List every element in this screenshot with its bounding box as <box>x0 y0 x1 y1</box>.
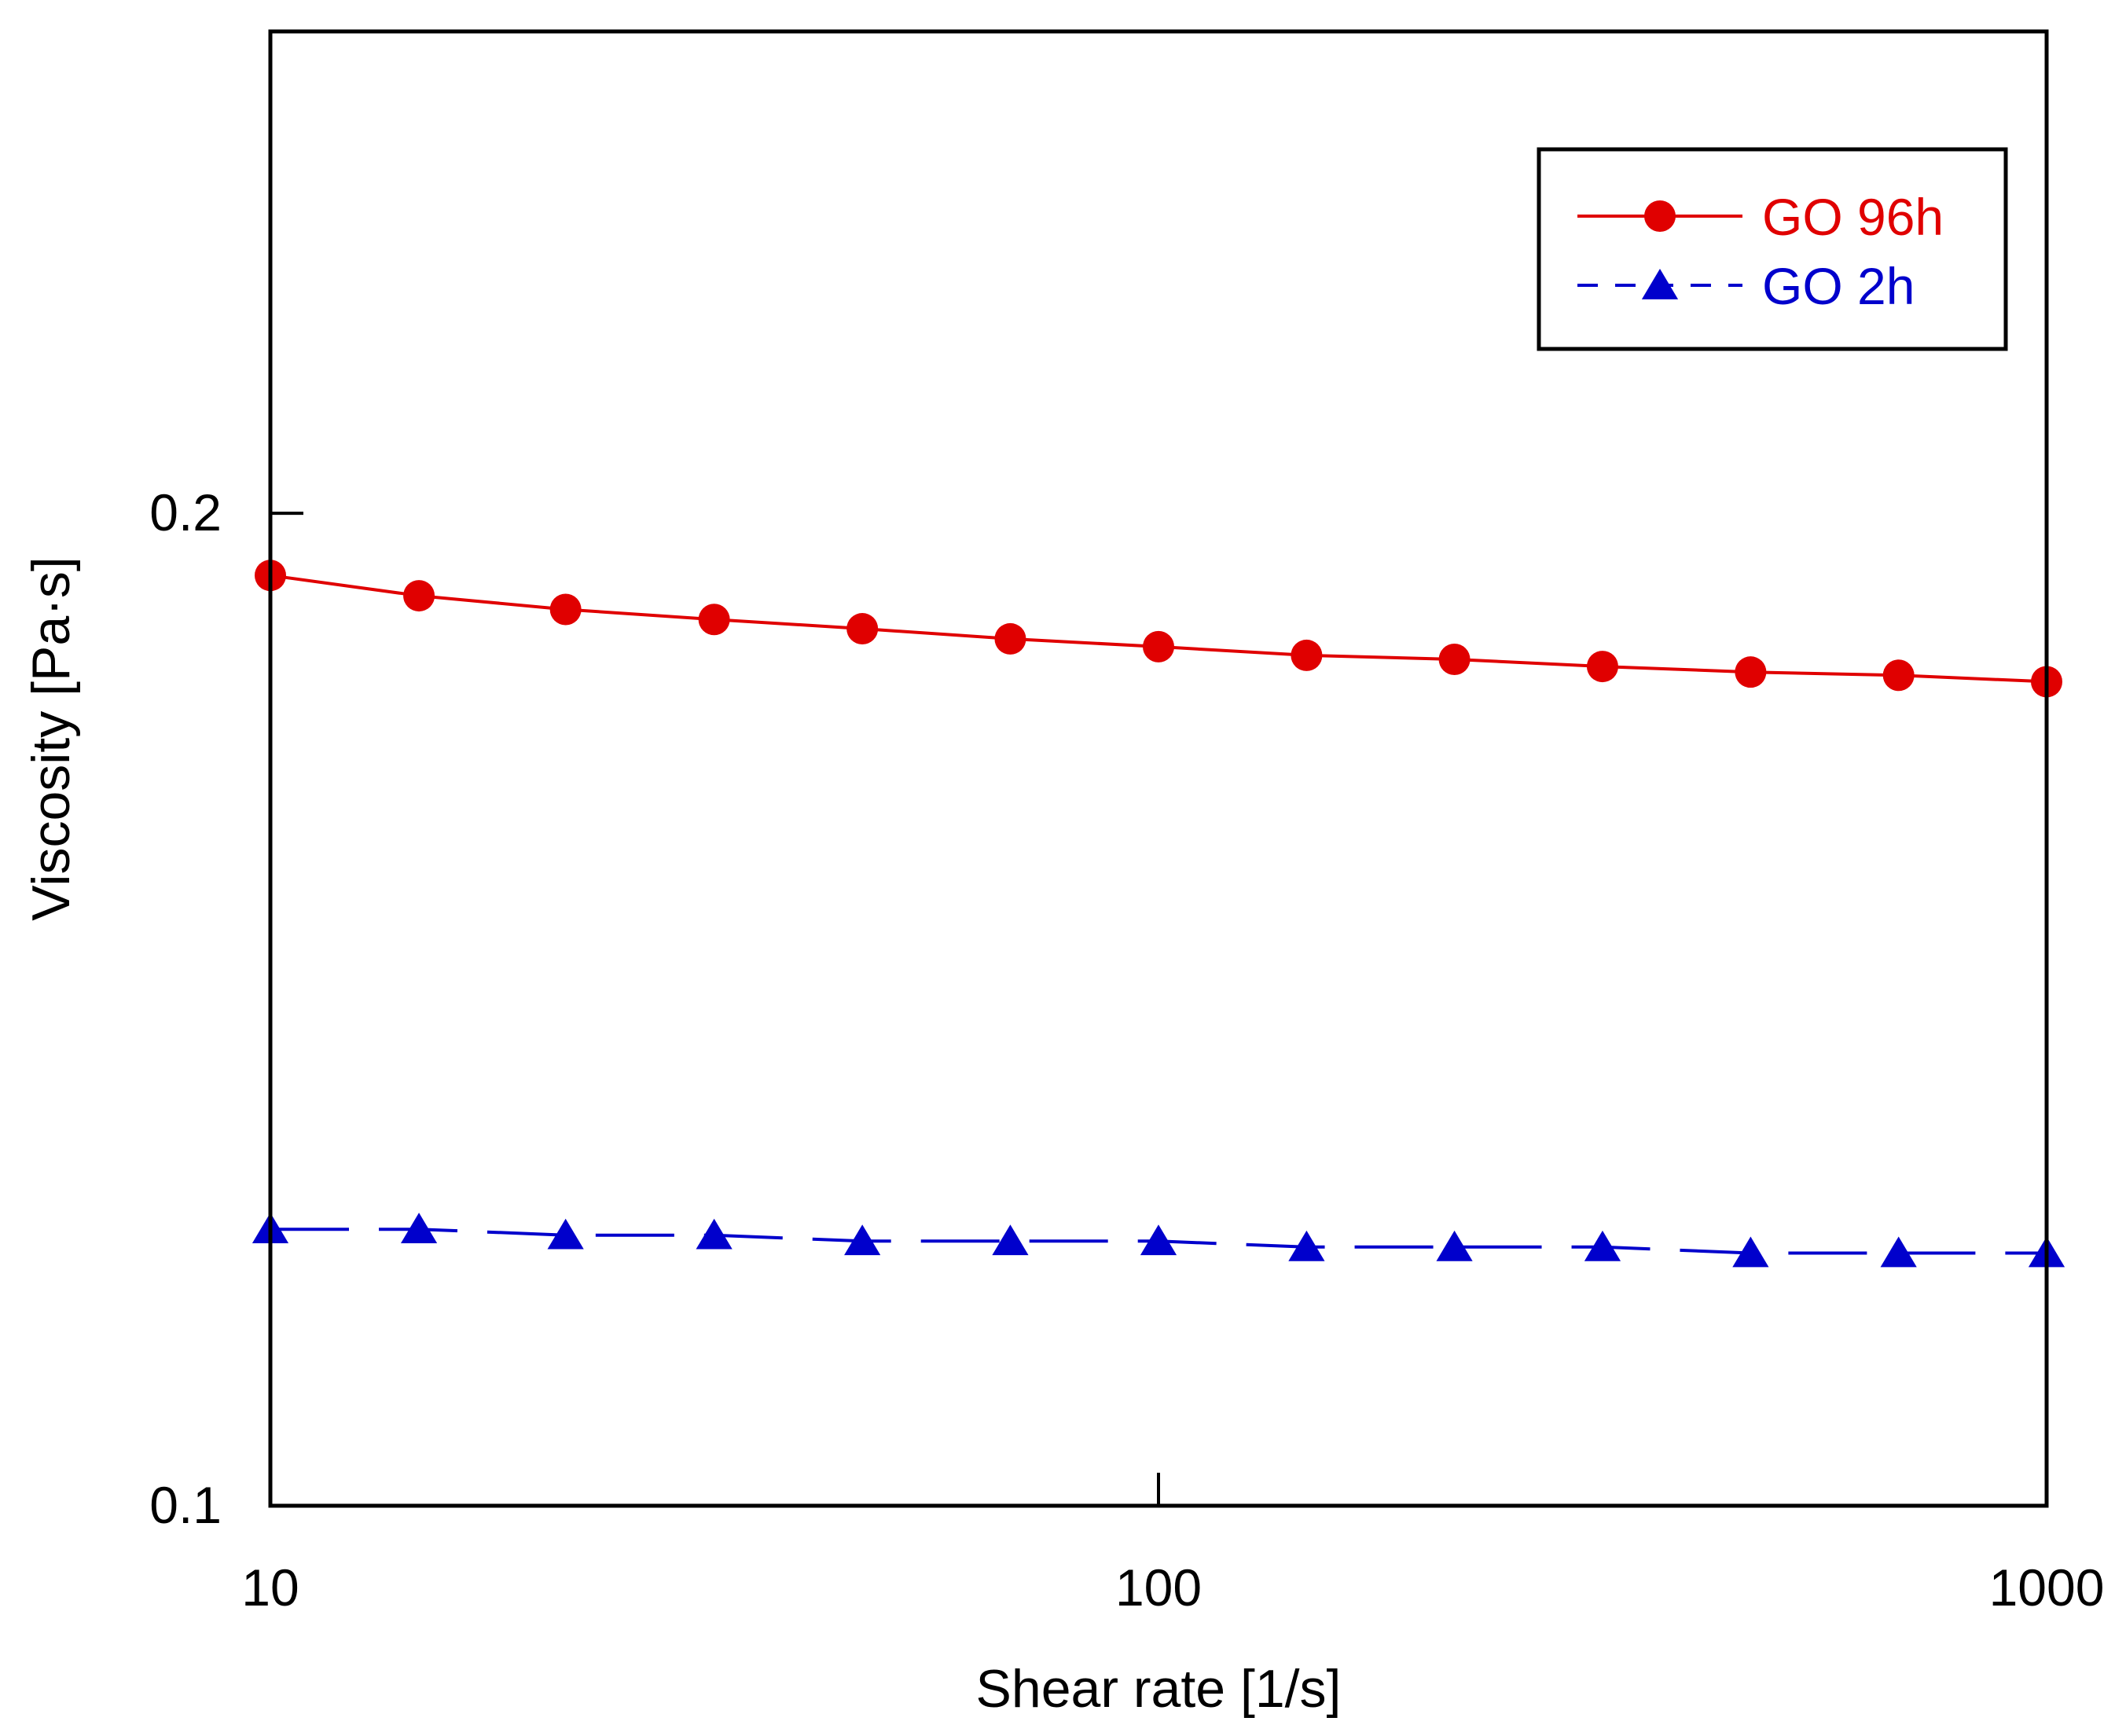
legend-label: GO 2h <box>1762 257 1915 315</box>
series-go-96h <box>255 560 2062 698</box>
data-point <box>846 613 879 645</box>
data-point <box>844 1224 881 1256</box>
x-tick-label: 1000 <box>1989 1558 2105 1617</box>
data-point <box>1140 1224 1177 1256</box>
data-point <box>1288 1230 1325 1261</box>
data-point <box>1143 630 1174 662</box>
x-tick-label: 100 <box>1115 1558 1202 1617</box>
tick-layer: 10 100 1000 0.1 0.2 <box>149 483 2104 1617</box>
data-point <box>1291 639 1323 671</box>
data-point <box>1882 659 1915 692</box>
data-point <box>698 604 730 636</box>
data-point <box>992 1224 1029 1256</box>
legend-label: GO 96h <box>1762 188 1944 246</box>
legend-marker <box>1641 269 1679 299</box>
data-point <box>1880 1236 1917 1268</box>
data-point <box>1735 656 1767 688</box>
legend-entries: GO 96h GO 2h <box>1577 188 1944 315</box>
y-tick-label: 0.2 <box>149 483 222 541</box>
data-point <box>547 1218 584 1250</box>
data-point <box>994 622 1026 655</box>
data-point <box>403 580 435 612</box>
data-point <box>1732 1236 1769 1268</box>
x-axis-title: Shear rate [1/s] <box>976 1659 1342 1719</box>
y-tick-label: 0.1 <box>149 1476 222 1534</box>
data-point <box>1586 651 1618 683</box>
data-point <box>696 1218 733 1250</box>
x-tick-label: 10 <box>241 1558 299 1617</box>
legend-box <box>1537 147 2008 351</box>
data-point <box>400 1213 438 1244</box>
y-axis-title: Viscosity [Pa·s] <box>21 556 81 921</box>
legend-marker <box>1644 200 1676 232</box>
data-point <box>1436 1230 1473 1261</box>
legend: GO 96h GO 2h <box>1537 147 2008 351</box>
data-point <box>1438 643 1471 675</box>
data-point <box>549 593 582 626</box>
data-point <box>1584 1230 1621 1261</box>
